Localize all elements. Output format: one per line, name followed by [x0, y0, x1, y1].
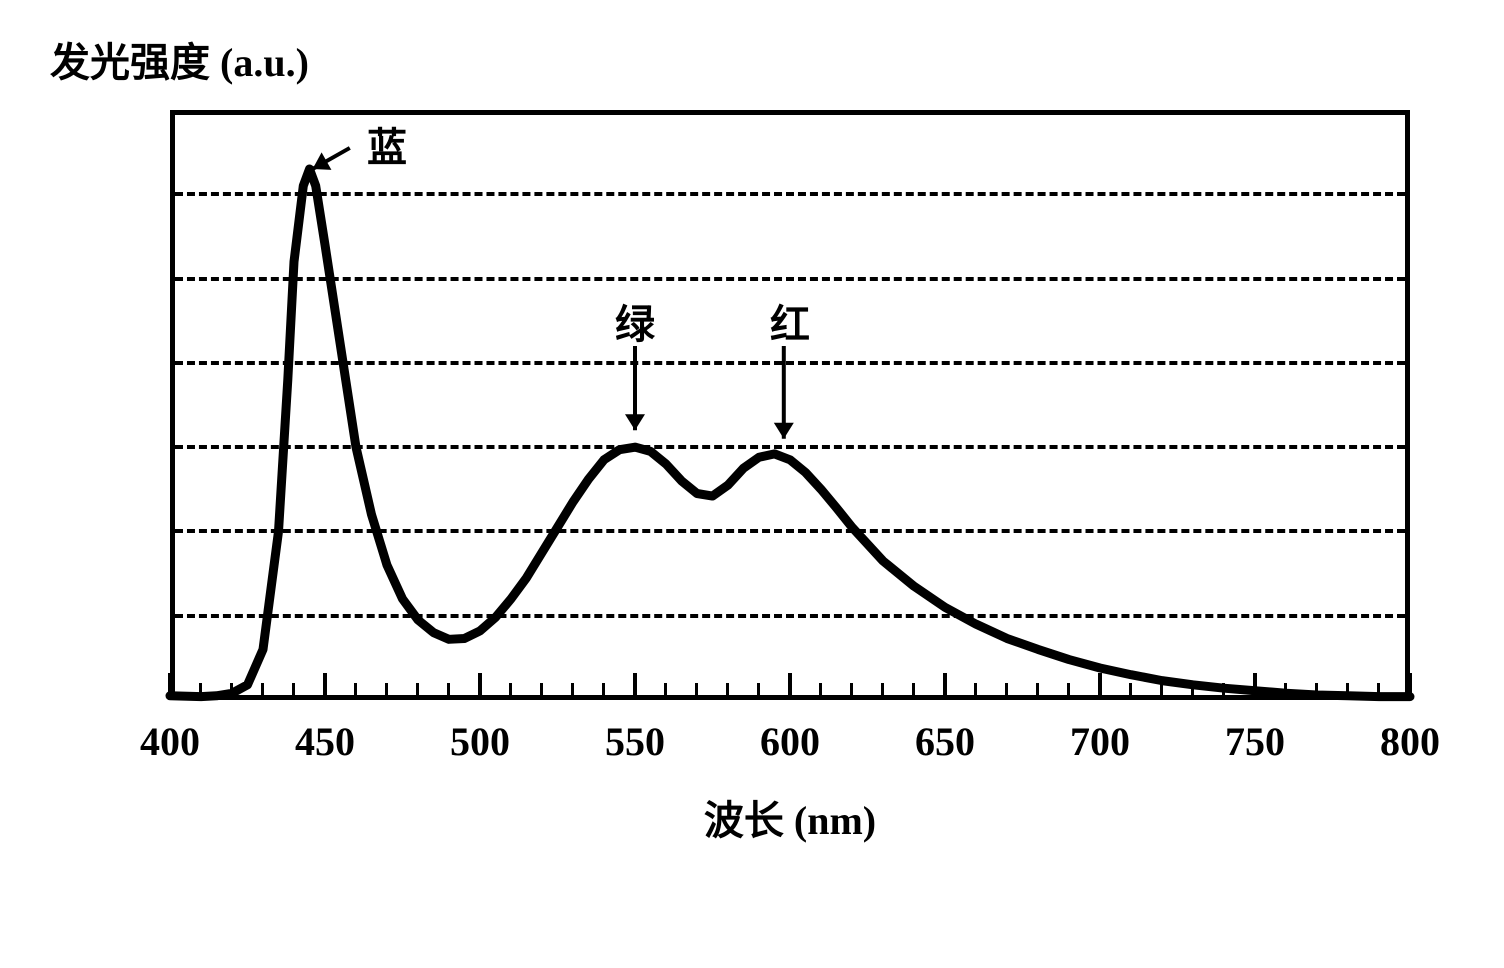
annotation-arrow-red	[50, 30, 1460, 750]
x-axis-label: 波长 (nm)	[704, 788, 876, 846]
